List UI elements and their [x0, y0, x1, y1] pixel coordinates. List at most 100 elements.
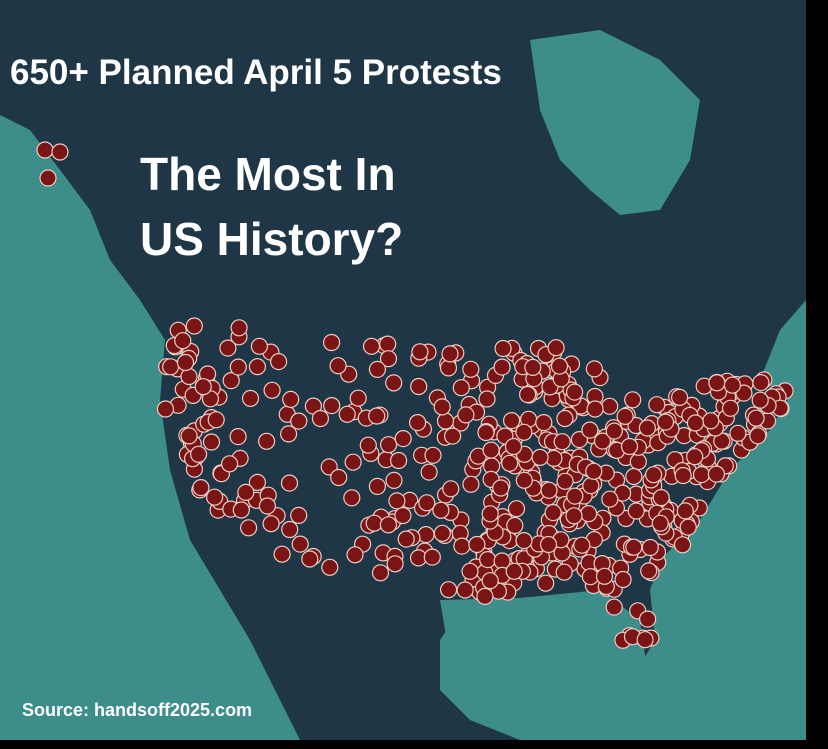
protest-dot [237, 483, 255, 501]
protest-dot [586, 400, 604, 418]
protest-dot [346, 546, 364, 564]
protest-dot [461, 562, 479, 580]
protest-dot [648, 396, 666, 414]
protest-dot [207, 411, 225, 429]
protest-dot [280, 474, 299, 492]
protest-dot [601, 490, 619, 508]
protest-dot [263, 381, 281, 399]
protest-dot [365, 514, 383, 532]
protest-dot [515, 531, 533, 550]
protest-dot [708, 374, 726, 392]
protest-dot [379, 350, 398, 368]
protest-dot [651, 514, 669, 532]
protest-dot [343, 489, 361, 507]
protest-dot [476, 587, 494, 606]
protest-dot [250, 337, 268, 355]
protest-dot [368, 360, 386, 378]
protest-dot [462, 360, 480, 378]
protest-dot [409, 414, 427, 432]
protest-dot [194, 378, 212, 396]
protest-dot [444, 427, 462, 445]
protest-dot [579, 505, 598, 523]
subtitle: US History? [140, 213, 403, 265]
protest-dot [219, 339, 237, 357]
protest-dot [462, 475, 480, 493]
protest-dot [614, 570, 632, 589]
protest-dot [156, 400, 175, 418]
protest-dot [506, 516, 524, 535]
protest-dot [371, 564, 390, 582]
protest-dot [185, 317, 203, 335]
protest-dot [262, 515, 280, 533]
protest-dot [229, 428, 247, 446]
protest-dot [457, 406, 475, 424]
source: Source: handsoff2025.com [22, 700, 252, 720]
protest-dot [581, 421, 599, 439]
protest-dot [652, 489, 670, 507]
protest-dot [423, 548, 441, 566]
gulf [440, 590, 650, 700]
protest-dot [515, 423, 533, 441]
protest-dot [550, 357, 569, 375]
protest-dot [565, 507, 583, 525]
protest-dot [505, 562, 523, 580]
protest-dot [368, 477, 386, 495]
protest-dot [605, 422, 623, 440]
protest-dot [749, 427, 767, 445]
protest-dot [566, 487, 584, 505]
protest-dot [241, 389, 260, 407]
protest-dot [206, 488, 224, 506]
protest-dot [417, 525, 435, 544]
protest-dot [547, 339, 565, 357]
protest-dot [624, 391, 642, 409]
protest-dots [36, 141, 794, 649]
protest-dot [692, 466, 711, 484]
protest-dot [670, 388, 689, 406]
protest-dot [524, 358, 542, 376]
protest-dot [585, 462, 603, 480]
protest-dot [258, 432, 276, 450]
protest-dot [656, 413, 675, 431]
protest-dot [627, 502, 645, 520]
protest-dot [229, 358, 247, 376]
protest-dot [311, 409, 329, 428]
protest-dot [39, 169, 57, 187]
protest-dot [290, 506, 308, 525]
greenland [600, 0, 806, 180]
protest-dot [676, 502, 694, 520]
protest-dot [162, 358, 180, 376]
protest-dot [291, 535, 309, 553]
protest-dot [492, 479, 510, 497]
protest-dot [723, 376, 742, 394]
protest-dot [582, 477, 600, 495]
protest-dot [349, 389, 367, 407]
protest-dot [616, 407, 634, 425]
atlantic [640, 420, 806, 740]
protest-dot [230, 319, 248, 337]
protest-dot [441, 345, 459, 363]
protest-dot [478, 390, 496, 408]
protest-dot [411, 343, 429, 361]
protest-dot [323, 333, 341, 352]
protest-dot [625, 538, 643, 556]
protest-dot [481, 572, 499, 590]
protest-dot [644, 466, 663, 484]
hudson-bay [530, 30, 700, 215]
protest-dot [537, 574, 555, 592]
protest-dot [323, 397, 341, 415]
protest-dot [605, 598, 623, 616]
protest-dot [452, 379, 470, 397]
protest-dot [433, 398, 451, 416]
protest-dot [640, 562, 658, 580]
protest-dot [338, 405, 356, 423]
protest-dot [202, 433, 221, 451]
protest-dot [729, 424, 747, 442]
protest-dot [36, 141, 54, 159]
protest-dot [721, 399, 740, 417]
protest-dot [385, 471, 403, 489]
protest-dot [432, 501, 450, 519]
protest-dot [174, 332, 192, 350]
subtitle: The Most In [140, 148, 396, 200]
protest-dot [629, 453, 647, 471]
